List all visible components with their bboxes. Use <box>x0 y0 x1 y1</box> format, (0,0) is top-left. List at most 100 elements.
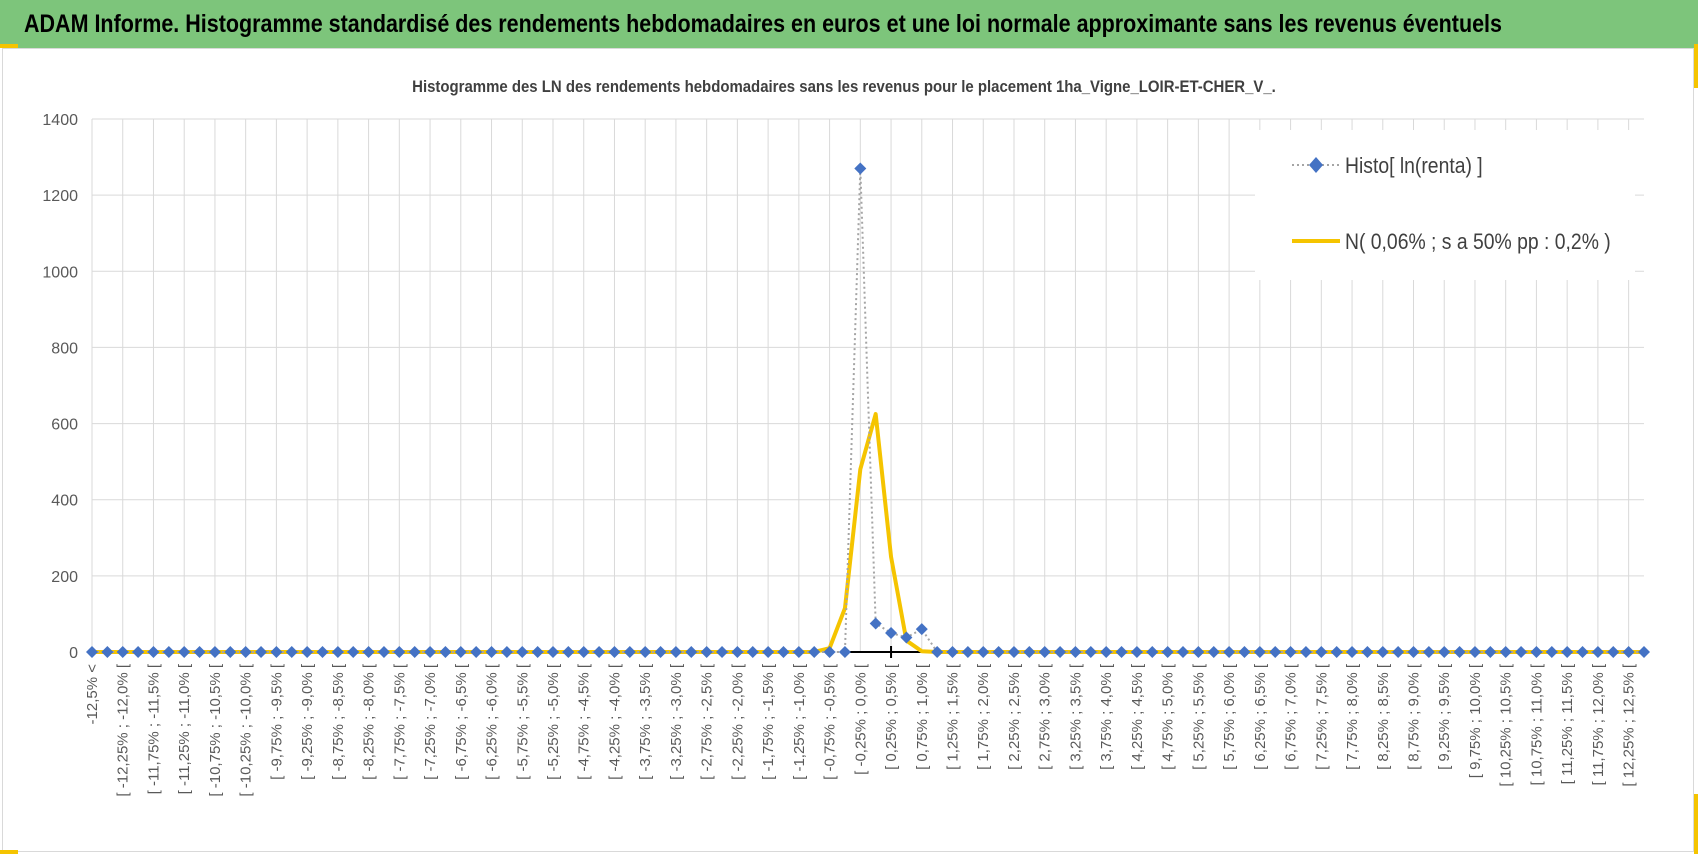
x-tick-label: [ -8,25% ; -8,0% [ <box>361 663 378 780</box>
corner-accent-bottom-left <box>0 850 18 854</box>
x-tick-label: [ 7,75% ; 8,0% [ <box>1344 663 1361 770</box>
histo-point <box>1007 646 1020 658</box>
x-tick-label: [ -10,25% ; -10,0% [ <box>238 663 255 796</box>
histo-point <box>239 646 252 658</box>
histo-point <box>178 646 191 658</box>
x-tick-label: [ 9,75% ; 10,0% [ <box>1467 663 1484 778</box>
x-tick-label: [ 3,75% ; 4,0% [ <box>1098 663 1115 770</box>
histo-point <box>1238 646 1251 658</box>
histo-point <box>669 646 682 658</box>
legend-histo-marker <box>1309 157 1323 173</box>
histo-point <box>454 646 467 658</box>
histo-point <box>1407 646 1420 658</box>
histo-point <box>1315 646 1328 658</box>
histo-point <box>1054 646 1067 658</box>
histo-point <box>316 646 329 658</box>
x-tick-label: [ 9,25% ; 9,5% [ <box>1436 663 1453 770</box>
legend-background <box>1255 130 1635 280</box>
histo-point <box>1499 646 1512 658</box>
x-tick-label: [ -7,25% ; -7,0% [ <box>422 663 439 780</box>
histo-point <box>946 646 959 658</box>
x-tick-label: [ 10,75% ; 11,0% [ <box>1528 663 1545 785</box>
histo-point <box>777 646 790 658</box>
histo-point <box>424 646 437 658</box>
y-tick-label: 800 <box>51 340 78 357</box>
histo-point <box>1253 646 1266 658</box>
histo-point <box>1223 646 1236 658</box>
histo-point <box>915 623 928 636</box>
histo-point <box>1638 646 1650 658</box>
histo-point <box>639 646 652 658</box>
histo-point <box>1376 646 1389 658</box>
x-tick-label: [ -5,75% ; -5,5% [ <box>514 663 531 780</box>
x-tick-label: [ -3,25% ; -3,0% [ <box>668 663 685 780</box>
histo-point <box>1515 646 1528 658</box>
histo-point <box>1161 646 1174 658</box>
histo-point <box>1069 646 1082 658</box>
x-tick-label: [ -11,25% ; -11,0% [ <box>176 663 193 794</box>
histo-point <box>270 646 283 658</box>
x-tick-label: [ -11,75% ; -11,5% [ <box>145 663 162 794</box>
x-tick-label: [ 1,75% ; 2,0% [ <box>975 663 992 770</box>
histo-point <box>116 646 129 658</box>
histo-point <box>1177 646 1190 658</box>
histo-point <box>255 646 268 658</box>
histo-point <box>1438 646 1451 658</box>
histo-point <box>977 646 990 658</box>
x-tick-label: [ 8,25% ; 8,5% [ <box>1375 663 1392 770</box>
histo-point <box>623 646 636 658</box>
histo-point <box>393 646 406 658</box>
histo-point <box>1130 646 1143 658</box>
y-tick-label: 1000 <box>42 264 78 281</box>
histo-point <box>700 646 713 658</box>
histo-point <box>1561 646 1574 658</box>
x-tick-label: [ 6,25% ; 6,5% [ <box>1252 663 1269 770</box>
x-tick-label: [ 3,25% ; 3,5% [ <box>1067 663 1084 770</box>
histo-point <box>162 646 175 658</box>
histo-point <box>1607 646 1620 658</box>
histo-point <box>608 646 621 658</box>
histo-point <box>1269 646 1282 658</box>
histo-point <box>854 162 867 175</box>
histo-point <box>470 646 483 658</box>
x-tick-label: [ -9,25% ; -9,0% [ <box>299 663 316 780</box>
histo-point <box>132 646 145 658</box>
chart-title: Histogramme des LN des rendements hebdom… <box>412 78 1276 96</box>
histo-point <box>1330 646 1343 658</box>
histo-point <box>377 646 390 658</box>
histo-point <box>1484 646 1497 658</box>
x-tick-label: [ -1,25% ; -1,0% [ <box>791 663 808 780</box>
histo-point <box>1084 646 1097 658</box>
histo-point <box>1192 646 1205 658</box>
histo-point <box>86 646 98 658</box>
histo-point <box>746 646 759 658</box>
y-tick-label: 200 <box>51 569 78 586</box>
histo-point <box>1115 646 1128 658</box>
histo-point <box>731 646 744 658</box>
histo-point <box>1591 646 1604 658</box>
x-tick-label: [ 5,75% ; 6,0% [ <box>1221 663 1238 770</box>
x-tick-label: [ 1,25% ; 1,5% [ <box>945 663 962 770</box>
y-tick-label: 1400 <box>42 112 78 129</box>
series-histogram <box>86 162 1650 658</box>
histo-point <box>485 646 498 658</box>
histo-point <box>208 646 221 658</box>
histo-point <box>1100 646 1113 658</box>
y-axis-ticks: 0 200 400 600 800 1000 1200 1400 <box>42 112 78 662</box>
corner-accent-top-left <box>0 44 18 48</box>
legend: Histo[ ln(renta) ] N( 0,06% ; s a 50% pp… <box>1255 130 1635 280</box>
corner-accent-bottom-right <box>1694 794 1698 854</box>
report-title: ADAM Informe. Histogramme standardisé de… <box>24 9 1502 38</box>
histo-point <box>193 646 206 658</box>
histo-point <box>101 646 114 658</box>
histo-point <box>1576 646 1589 658</box>
x-tick-label: [ -2,75% ; -2,5% [ <box>699 663 716 780</box>
histo-point <box>931 646 944 658</box>
normal-curve-line <box>92 412 1644 654</box>
x-tick-label: [ -6,25% ; -6,0% [ <box>484 663 501 780</box>
y-tick-label: 400 <box>51 493 78 510</box>
histo-point <box>500 646 513 658</box>
histo-point <box>1453 646 1466 658</box>
x-tick-label: [ -0,75% ; -0,5% [ <box>822 663 839 780</box>
